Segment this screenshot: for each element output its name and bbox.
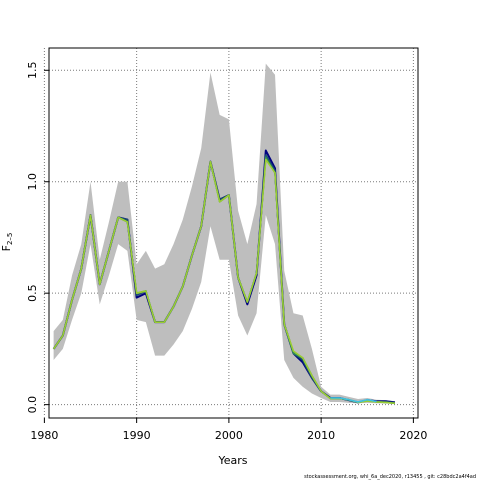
x-tick-label: 2000: [215, 429, 243, 442]
x-axis-title: Years: [217, 454, 247, 467]
series-line-5: [330, 397, 377, 403]
footer-text: stockassessment.org, whi_6a_dec2020, r13…: [304, 474, 476, 480]
x-axis: 1980 1990 2000 2010 2020: [30, 418, 427, 442]
plot-frame: [48, 47, 419, 419]
y-tick-label: 0.5: [26, 284, 39, 302]
y-axis-title-subscript: 2–5: [6, 233, 14, 245]
y-axis: 0.0 0.5 1.0 1.5: [26, 62, 49, 414]
y-tick-label: 1.0: [26, 173, 39, 191]
y-axis-title: F2–5: [0, 233, 14, 252]
y-axis-title-main: F: [0, 245, 13, 251]
series-lines: [52, 149, 396, 405]
confidence-band: [53, 63, 395, 404]
x-tick-label: 2010: [307, 429, 335, 442]
y-tick-label: 1.5: [26, 62, 39, 80]
y-tick-label: 0.0: [26, 396, 39, 414]
x-tick-label: 2020: [399, 429, 427, 442]
x-tick-label: 1980: [30, 429, 58, 442]
x-tick-label: 1990: [123, 429, 151, 442]
